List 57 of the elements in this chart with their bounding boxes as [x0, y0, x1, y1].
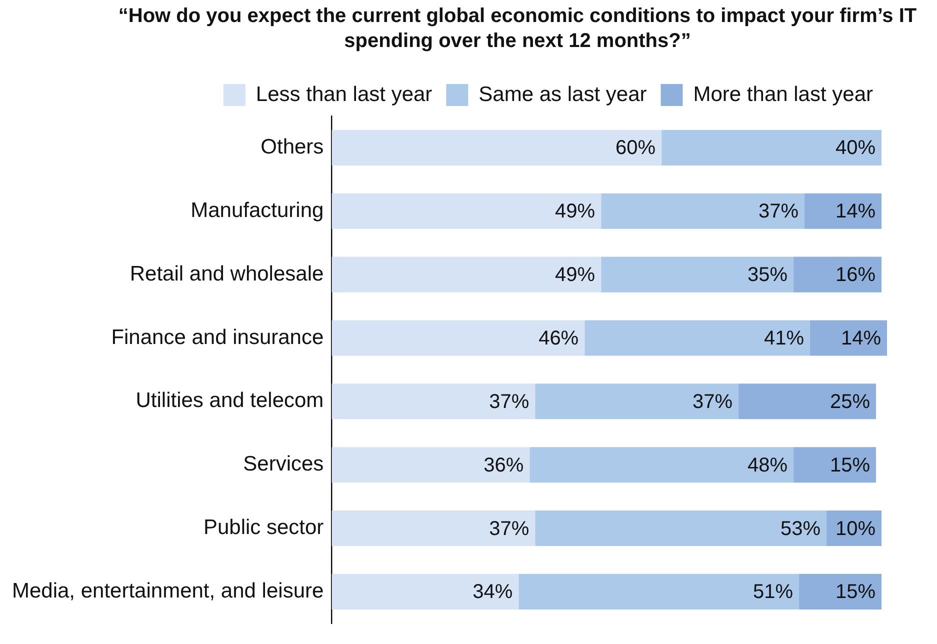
bar — [332, 130, 662, 166]
bar — [794, 447, 876, 483]
y-tick-label: Utilities and telecom — [136, 389, 324, 412]
bar — [794, 256, 882, 292]
data-label: 41% — [764, 328, 804, 350]
y-tick-label: Finance and insurance — [111, 326, 324, 349]
data-label: 15% — [830, 454, 870, 476]
bar — [332, 384, 536, 420]
y-tick-label: Retail and wholesale — [130, 262, 324, 286]
legend-label: More than last year — [693, 82, 874, 106]
bar — [535, 384, 739, 420]
legend-label: Less than last year — [256, 82, 432, 106]
data-label: 37% — [758, 200, 799, 223]
bar — [332, 320, 585, 356]
data-label: 34% — [472, 581, 513, 604]
data-label: 37% — [489, 390, 530, 413]
data-label: 14% — [835, 200, 876, 223]
bar — [804, 193, 882, 229]
bar — [662, 130, 882, 166]
data-label: 35% — [748, 264, 788, 286]
data-label: 14% — [840, 328, 882, 350]
data-label: 37% — [489, 518, 530, 540]
legend-label: Same as last year — [478, 82, 647, 106]
bar — [810, 320, 887, 356]
data-label: 15% — [835, 581, 876, 604]
bar — [518, 574, 800, 610]
data-label: 53% — [780, 518, 821, 540]
data-label: 48% — [748, 454, 788, 476]
data-label: 51% — [752, 581, 794, 604]
y-tick-label: Public sector — [203, 516, 324, 540]
chart-title: “How do you expect the current global economic conditions to impact your firm’s IT spending over the next 12 months?” — [117, 4, 918, 54]
data-label: 36% — [484, 454, 524, 476]
y-tick-label: Services — [243, 452, 324, 476]
bar — [332, 510, 536, 546]
data-label: 49% — [555, 264, 596, 286]
bar — [799, 574, 882, 610]
data-label: 40% — [835, 137, 876, 160]
bar — [332, 574, 519, 610]
data-label: 60% — [616, 137, 656, 160]
bar — [332, 447, 530, 483]
bar — [738, 384, 876, 420]
data-label: 25% — [830, 390, 870, 413]
bar — [332, 193, 602, 229]
data-label: 10% — [835, 518, 876, 540]
data-label: 46% — [538, 328, 579, 350]
data-label: 49% — [555, 200, 596, 223]
y-tick-label: Media, entertainment, and leisure — [12, 579, 324, 602]
y-tick-label: Others — [260, 136, 324, 159]
data-label: 37% — [692, 390, 733, 413]
data-label: 16% — [835, 264, 876, 286]
bar — [332, 256, 602, 292]
bar — [584, 320, 810, 356]
bar — [601, 256, 794, 292]
y-tick-label: Manufacturing — [190, 198, 324, 222]
bar — [601, 193, 805, 229]
bar — [530, 447, 794, 483]
bar — [535, 510, 827, 546]
